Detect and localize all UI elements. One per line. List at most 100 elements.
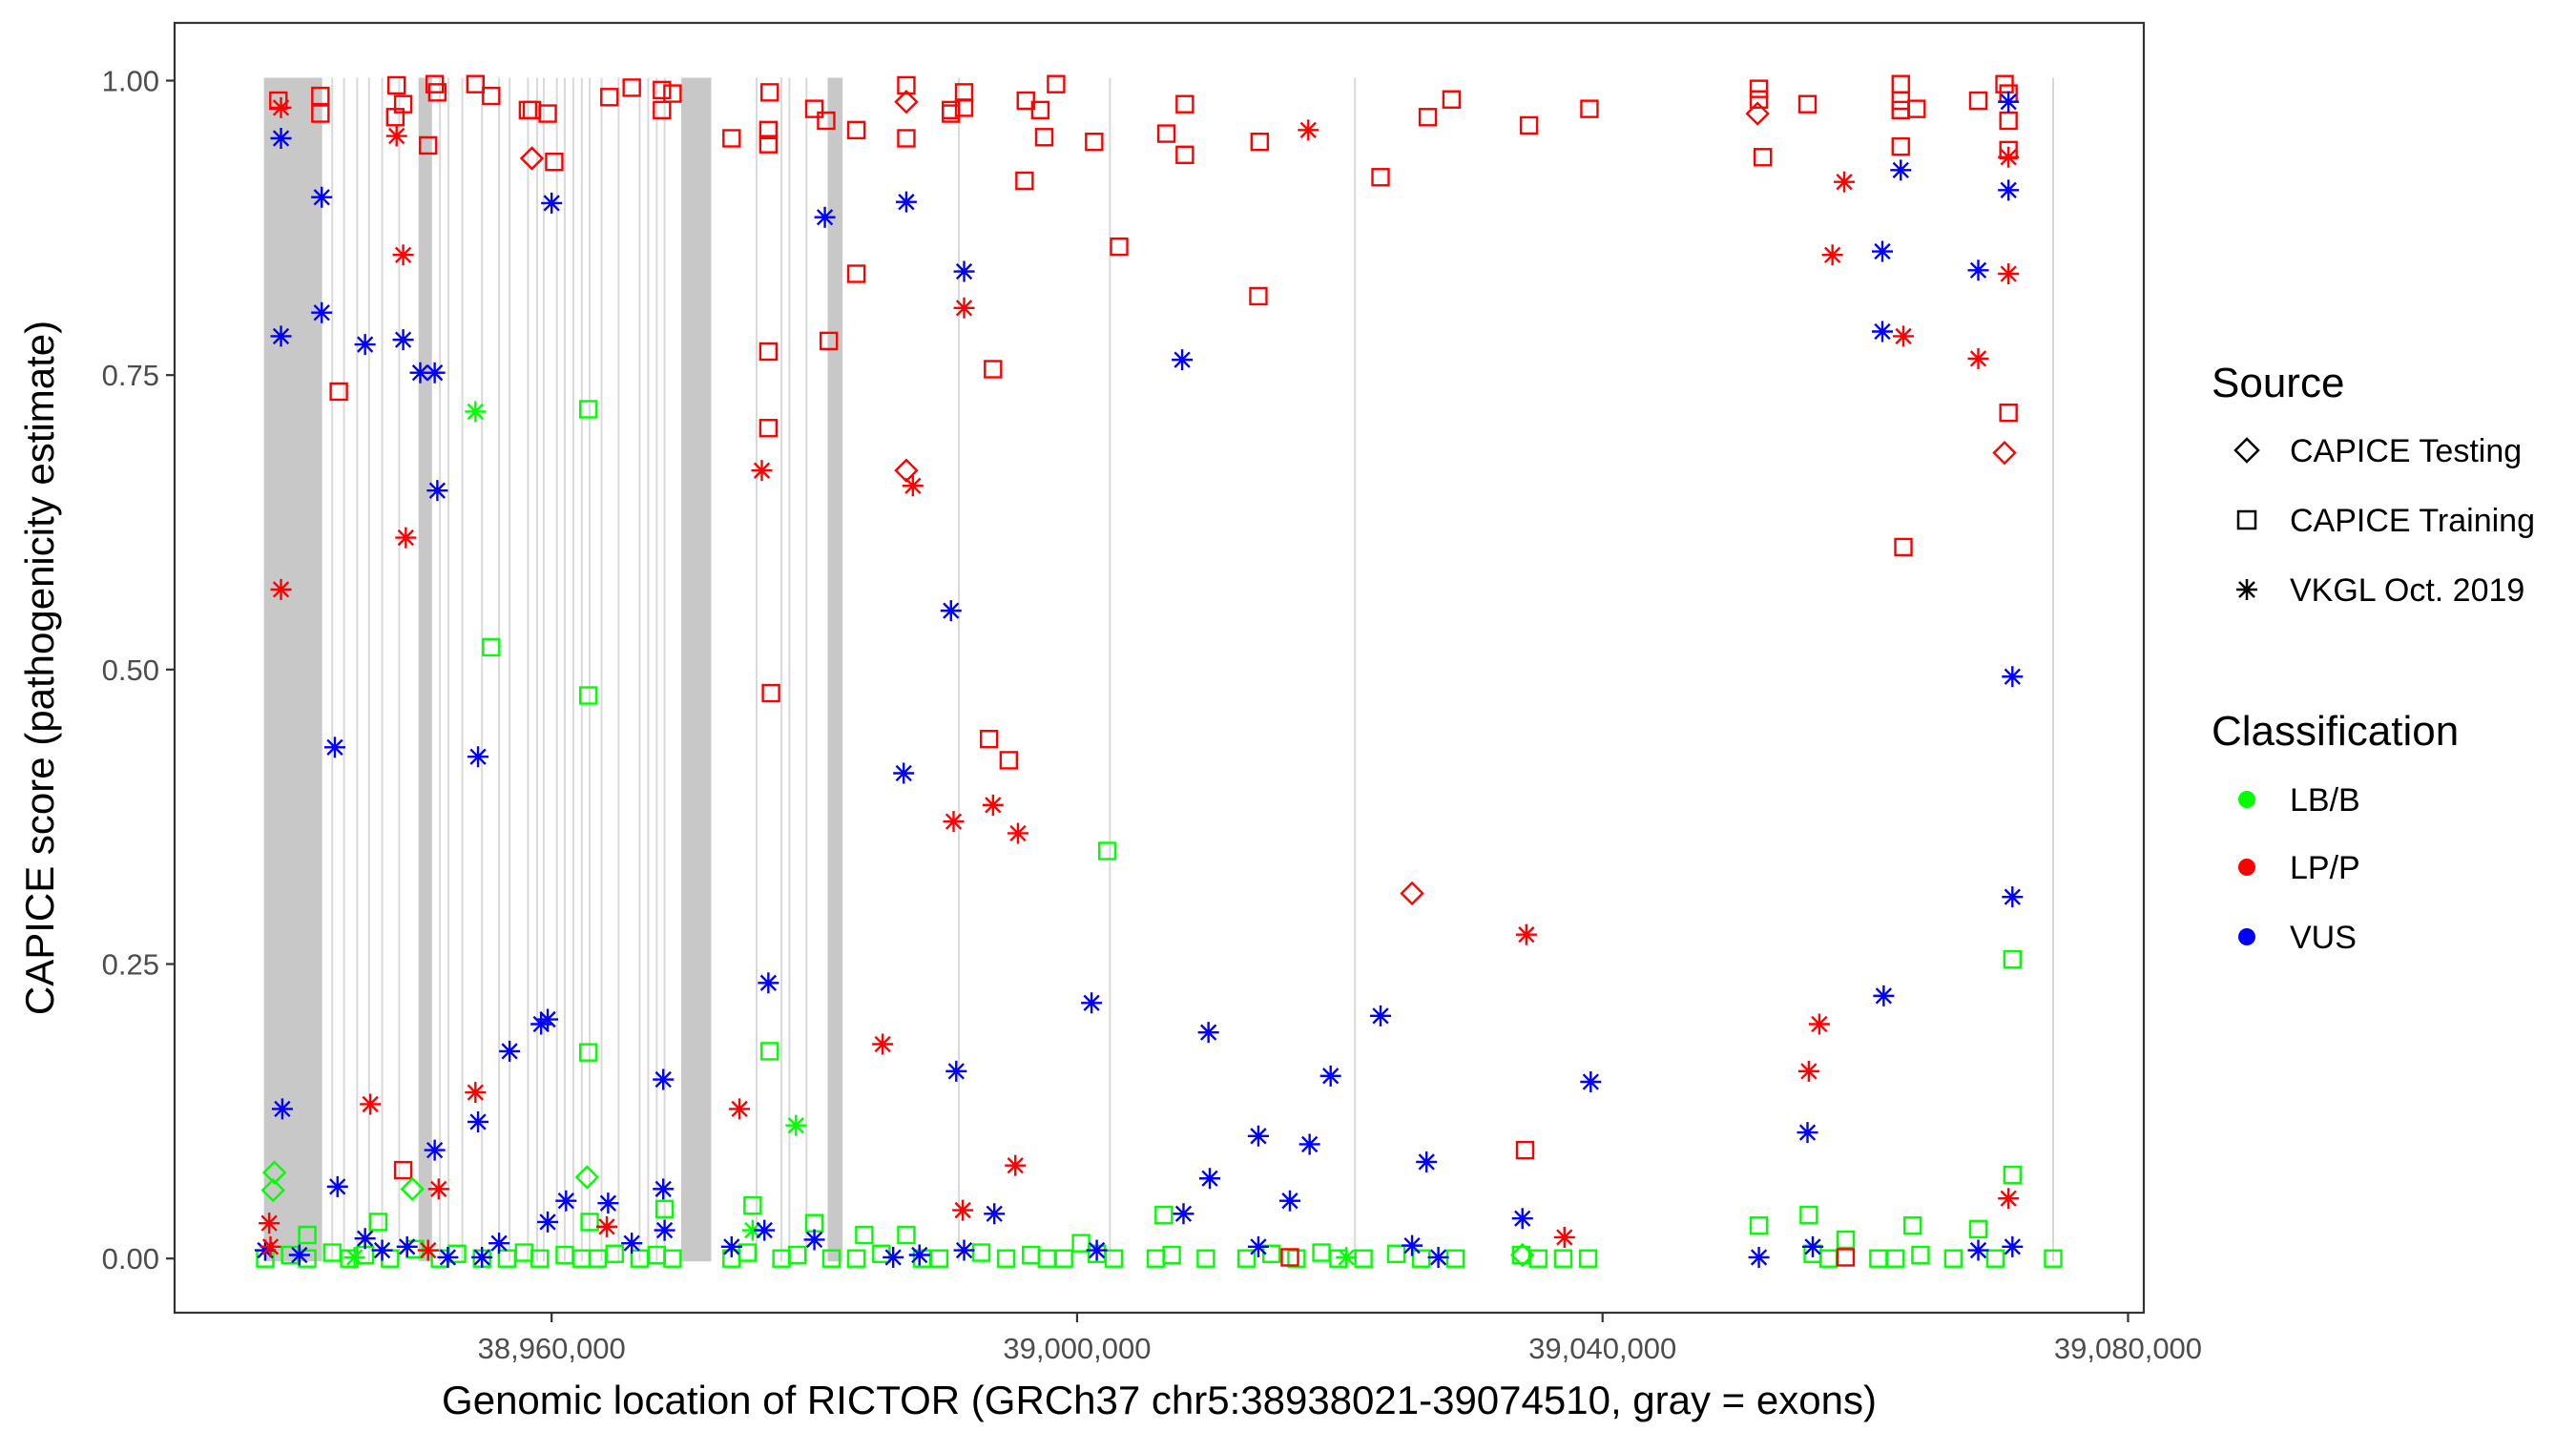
exon-line (638, 77, 641, 1262)
training-square-point (622, 78, 641, 97)
vkgl-asterisk-point (654, 1219, 675, 1241)
training-square-point (1797, 94, 1818, 114)
training-square-point (1411, 1249, 1431, 1268)
training-square-point (466, 74, 486, 93)
training-square-point (1386, 1244, 1406, 1263)
training-square-point (1085, 133, 1104, 152)
training-square-point (427, 83, 447, 102)
training-square-point (1250, 133, 1270, 152)
vkgl-asterisk-point (259, 1213, 280, 1234)
training-square-point (482, 637, 501, 657)
exon-line (356, 77, 359, 1262)
exon-line (542, 77, 545, 1262)
training-square-point (1553, 1249, 1573, 1268)
x-tick-label: 39,000,000 (1003, 1332, 1151, 1365)
exon-line (1354, 77, 1357, 1262)
training-square-point (984, 360, 1003, 379)
legend-label: CAPICE Testing (2290, 433, 2522, 469)
vkgl-asterisk-point (758, 972, 779, 994)
training-square-point (1175, 145, 1195, 164)
vkgl-asterisk-point (1967, 259, 1989, 281)
testing-diamond-point (1992, 440, 2017, 466)
vkgl-asterisk-point (940, 600, 962, 622)
vkgl-asterisk-point (311, 301, 333, 323)
vkgl-asterisk-point (1005, 1154, 1027, 1176)
vkgl-asterisk-point (311, 186, 333, 208)
vkgl-asterisk-point (754, 1219, 776, 1241)
blue-dot-icon (2238, 928, 2255, 945)
legend: Source CAPICE Testing CAPICE Training VK… (2212, 360, 2535, 956)
vkgl-asterisk-point (427, 1178, 449, 1200)
vkgl-asterisk-point (1834, 171, 1856, 193)
vkgl-asterisk-point (1007, 822, 1028, 844)
training-square-point (1097, 841, 1117, 861)
training-square-point (1418, 108, 1438, 127)
vkgl-asterisk-point (1199, 1168, 1221, 1190)
training-square-point (1445, 1249, 1465, 1268)
training-square-point (1156, 124, 1176, 143)
vkgl-asterisk-point (953, 297, 975, 319)
vkgl-asterisk-point (326, 1175, 348, 1197)
training-square-point (1196, 1249, 1215, 1268)
x-axis-title: Genomic location of RICTOR (GRCh37 chr5:… (442, 1378, 1877, 1422)
vkgl-asterisk-point (953, 260, 975, 282)
vkgl-asterisk-point (488, 1233, 510, 1255)
vkgl-asterisk-point (1998, 146, 2020, 168)
vkgl-asterisk-point (1427, 1246, 1449, 1268)
training-square-point (1515, 1140, 1535, 1160)
vkgl-asterisk-point (1279, 1190, 1300, 1212)
vkgl-asterisk-point (982, 794, 1004, 816)
vkgl-asterisk-point (883, 1246, 904, 1268)
training-square-point (722, 129, 741, 148)
vkgl-asterisk-point (1967, 1239, 1989, 1261)
exon-line (617, 77, 620, 1262)
testing-diamond-point (260, 1177, 285, 1203)
training-square-point (1016, 91, 1035, 111)
exon-line (600, 77, 603, 1262)
testing-diamond-point (261, 1160, 287, 1185)
training-square-point (897, 75, 916, 95)
legend-item-vkgl: VKGL Oct. 2019 (2236, 572, 2524, 609)
exon-line (563, 77, 566, 1262)
testing-diamond-point (1510, 1242, 1535, 1268)
y-tick-label: 0.75 (102, 359, 159, 392)
vkgl-asterisk-point (530, 1013, 552, 1035)
vkgl-asterisk-point (537, 1008, 559, 1030)
vkgl-asterisk-point (1081, 992, 1103, 1014)
vkgl-asterisk-point (417, 1239, 439, 1261)
vkgl-asterisk-point (902, 475, 924, 497)
training-square-point (545, 152, 564, 172)
training-square-point (1799, 1205, 1818, 1225)
exon-line (509, 77, 511, 1262)
training-square-point (758, 135, 779, 154)
training-square-point (663, 1249, 682, 1268)
training-square-point (654, 1199, 675, 1219)
training-square-point (1902, 1215, 1922, 1235)
exon-line (580, 77, 583, 1262)
x-tick-label: 38,960,000 (478, 1332, 626, 1365)
vkgl-asterisk-point (895, 191, 917, 213)
training-square-point (954, 98, 974, 117)
exon-band (418, 77, 432, 1262)
vkgl-asterisk-point (597, 1192, 619, 1214)
legend-label: VUS (2290, 920, 2357, 956)
legend-item-vus: VUS (2238, 920, 2357, 956)
training-square-point (1578, 1249, 1598, 1268)
plot-panel-border (173, 21, 2146, 1315)
vkgl-asterisk-point (323, 736, 345, 758)
exon-line (331, 77, 334, 1262)
exon-line (655, 77, 658, 1262)
exon-line (555, 77, 558, 1262)
exon-line (527, 77, 530, 1262)
vkgl-asterisk-point (465, 401, 487, 423)
vkgl-asterisk-point (1247, 1235, 1269, 1257)
exon-line (498, 77, 501, 1262)
training-square-point (653, 80, 672, 100)
vkgl-asterisk-point (395, 527, 417, 549)
training-square-point (760, 83, 779, 102)
training-square-point (579, 686, 598, 705)
vkgl-asterisk-point (1998, 91, 2020, 113)
training-square-point (846, 120, 866, 140)
training-square-point (1104, 1249, 1124, 1268)
vkgl-asterisk-point (392, 329, 414, 351)
